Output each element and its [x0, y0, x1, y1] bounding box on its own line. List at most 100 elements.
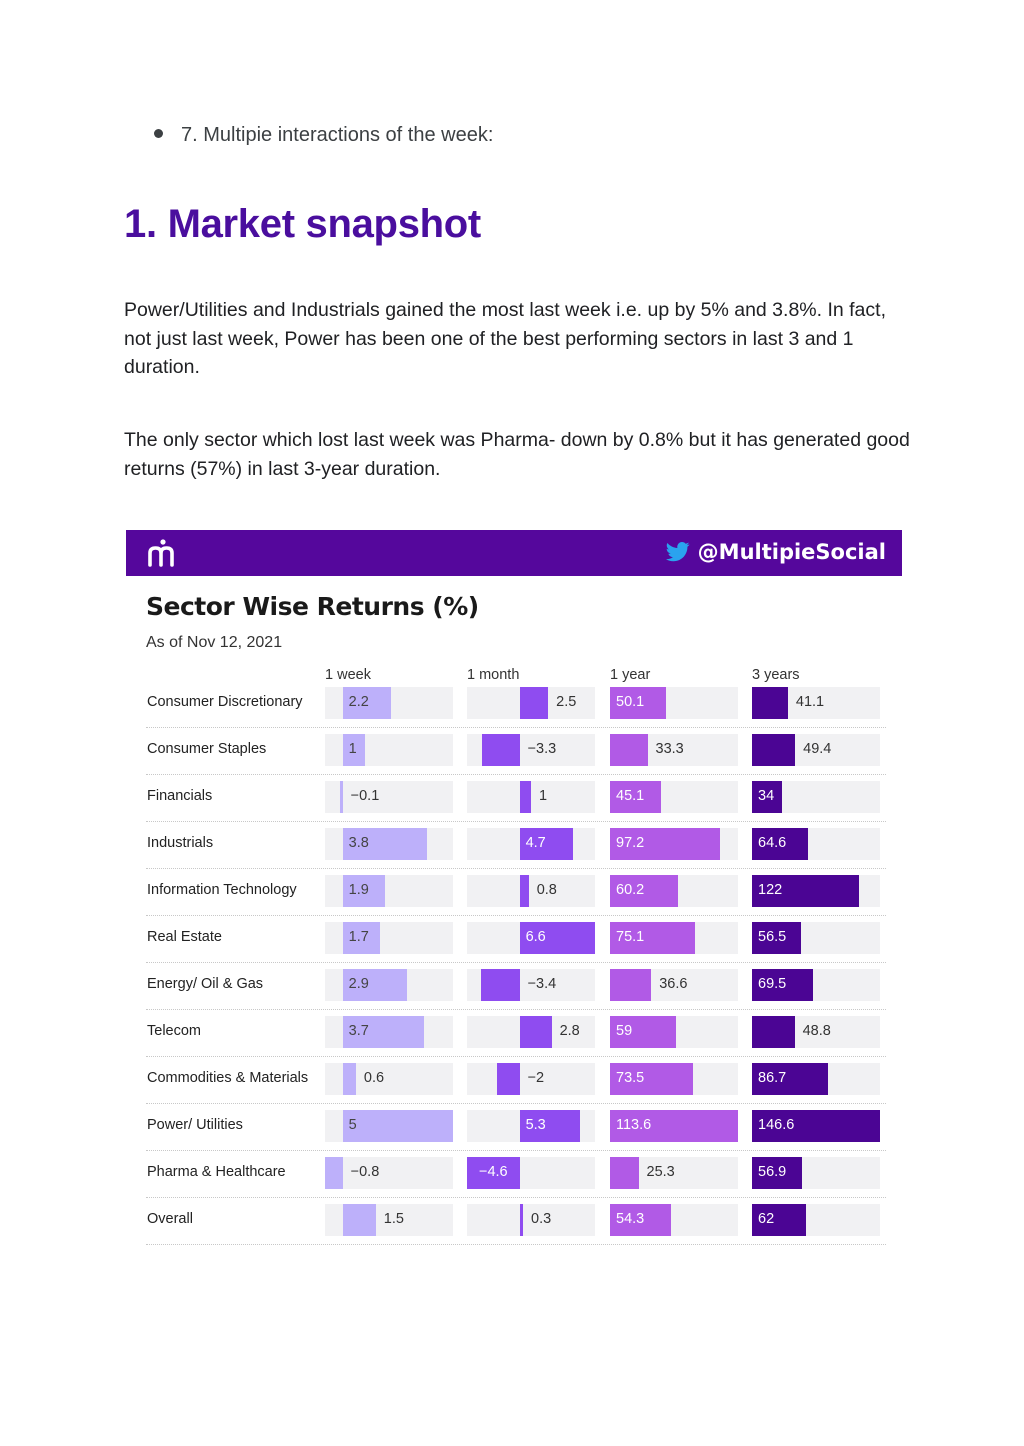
cell-1-week: 2.9	[325, 969, 453, 1001]
value-label: 86.7	[758, 1070, 787, 1086]
cell-1-month: 0.3	[467, 1204, 595, 1236]
bar-1-year	[610, 922, 695, 954]
bullet-item: 7. Multipie interactions of the week:	[154, 124, 493, 147]
value-label: 50.1	[616, 694, 645, 710]
social-handle-text: @MultipieSocial	[697, 540, 886, 564]
value-label: 1	[348, 741, 357, 757]
bar-1-week	[342, 922, 381, 954]
bar-1-week	[325, 1157, 343, 1189]
cell-1-year: 54.3	[610, 1204, 738, 1236]
sector-row: Energy/ Oil & Gas 2.9 −3.4 36.6 69.5	[146, 963, 886, 1010]
sector-row: Financials −0.1 1 45.1 34	[146, 775, 886, 822]
bar-1-week	[342, 1204, 376, 1236]
value-label: 0.8	[536, 882, 557, 898]
value-label: 56.9	[758, 1164, 787, 1180]
bar-1-year	[610, 734, 648, 766]
cell-1-year: 25.3	[610, 1157, 738, 1189]
sector-label: Consumer Discretionary	[147, 694, 303, 710]
sector-row: Power/ Utilities 5 5.3 113.6 146.6	[146, 1104, 886, 1151]
bar-1-year	[610, 1016, 677, 1048]
value-label: 5.3	[525, 1117, 546, 1133]
bar-3-years	[752, 781, 782, 813]
bar-1-week	[342, 1063, 356, 1095]
value-label: 3.8	[348, 835, 369, 851]
sector-row: Real Estate 1.7 6.6 75.1 56.5	[146, 916, 886, 963]
cell-1-week: 1.5	[325, 1204, 453, 1236]
sector-row: Overall 1.5 0.3 54.3 62	[146, 1198, 886, 1245]
value-label: 64.6	[758, 835, 787, 851]
value-label: 113.6	[616, 1117, 652, 1133]
cell-3-years: 41.1	[752, 687, 880, 719]
sector-row: Consumer Discretionary 2.2 2.5 50.1 41.1	[146, 681, 886, 728]
cell-1-month: 6.6	[467, 922, 595, 954]
sector-label: Energy/ Oil & Gas	[147, 976, 264, 992]
bar-1-month	[519, 1204, 523, 1236]
value-label: 73.5	[616, 1070, 645, 1086]
cell-1-year: 73.5	[610, 1063, 738, 1095]
cell-3-years: 64.6	[752, 828, 880, 860]
value-label: 25.3	[646, 1164, 675, 1180]
value-label: 4.7	[525, 835, 546, 851]
sector-row: Consumer Staples 1 −3.3 33.3 49.4	[146, 728, 886, 775]
bar-1-year	[610, 828, 720, 860]
cell-3-years: 48.8	[752, 1016, 880, 1048]
bar-1-year	[610, 781, 661, 813]
cell-1-month: −4.6	[467, 1157, 595, 1189]
chart-subtitle: As of Nov 12, 2021	[146, 634, 283, 651]
sector-label: Commodities & Materials	[147, 1070, 309, 1086]
cell-1-month: −3.4	[467, 969, 595, 1001]
cell-1-week: −0.8	[325, 1157, 453, 1189]
bar-1-week	[342, 875, 385, 907]
value-label: −4.6	[479, 1164, 508, 1180]
value-label: 122	[758, 882, 783, 898]
cell-1-month: −2	[467, 1063, 595, 1095]
cell-1-week: 3.8	[325, 828, 453, 860]
value-label: −3.3	[527, 741, 557, 757]
column-header-1-month: 1 month	[467, 667, 520, 683]
value-label: 33.3	[655, 741, 684, 757]
value-label: 97.2	[616, 835, 645, 851]
column-header-1-week: 1 week	[325, 667, 371, 683]
value-label: 49.4	[803, 741, 832, 757]
bullet-dot-icon	[154, 129, 163, 138]
cell-3-years: 34	[752, 781, 880, 813]
sector-label: Overall	[147, 1211, 193, 1227]
cell-1-year: 33.3	[610, 734, 738, 766]
sector-label: Real Estate	[147, 929, 222, 945]
cell-3-years: 146.6	[752, 1110, 880, 1142]
value-label: 34	[758, 788, 775, 804]
value-label: 146.6	[758, 1117, 795, 1133]
bar-1-week	[342, 828, 427, 860]
value-label: 59	[616, 1023, 633, 1039]
cell-1-year: 113.6	[610, 1110, 738, 1142]
cell-1-month: −3.3	[467, 734, 595, 766]
value-label: −2	[527, 1070, 545, 1086]
twitter-bird-icon	[665, 542, 690, 562]
sector-row: Information Technology 1.9 0.8 60.2 122	[146, 869, 886, 916]
multipie-logo-icon	[148, 539, 174, 567]
bar-3-years	[752, 828, 809, 860]
value-label: 45.1	[616, 788, 645, 804]
bar-1-month	[519, 1016, 552, 1048]
value-label: 2.8	[559, 1023, 580, 1039]
cell-1-year: 97.2	[610, 828, 738, 860]
cell-1-year: 59	[610, 1016, 738, 1048]
bar-3-years	[752, 922, 802, 954]
bar-1-week	[342, 1016, 425, 1048]
sector-label: Consumer Staples	[147, 741, 267, 757]
cell-3-years: 69.5	[752, 969, 880, 1001]
bar-1-year	[610, 1157, 639, 1189]
social-handle[interactable]: @MultipieSocial	[665, 540, 886, 564]
value-label: 56.5	[758, 929, 787, 945]
cell-1-week: 1.9	[325, 875, 453, 907]
bar-1-month	[519, 828, 574, 860]
bar-3-years	[752, 969, 813, 1001]
cell-3-years: 62	[752, 1204, 880, 1236]
value-label: 5	[348, 1117, 357, 1133]
bar-1-month	[519, 687, 549, 719]
bar-3-years	[752, 875, 859, 907]
cell-1-month: 2.8	[467, 1016, 595, 1048]
sector-label: Pharma & Healthcare	[147, 1164, 286, 1180]
bar-1-year	[610, 1110, 738, 1142]
value-label: 2.9	[348, 976, 369, 992]
